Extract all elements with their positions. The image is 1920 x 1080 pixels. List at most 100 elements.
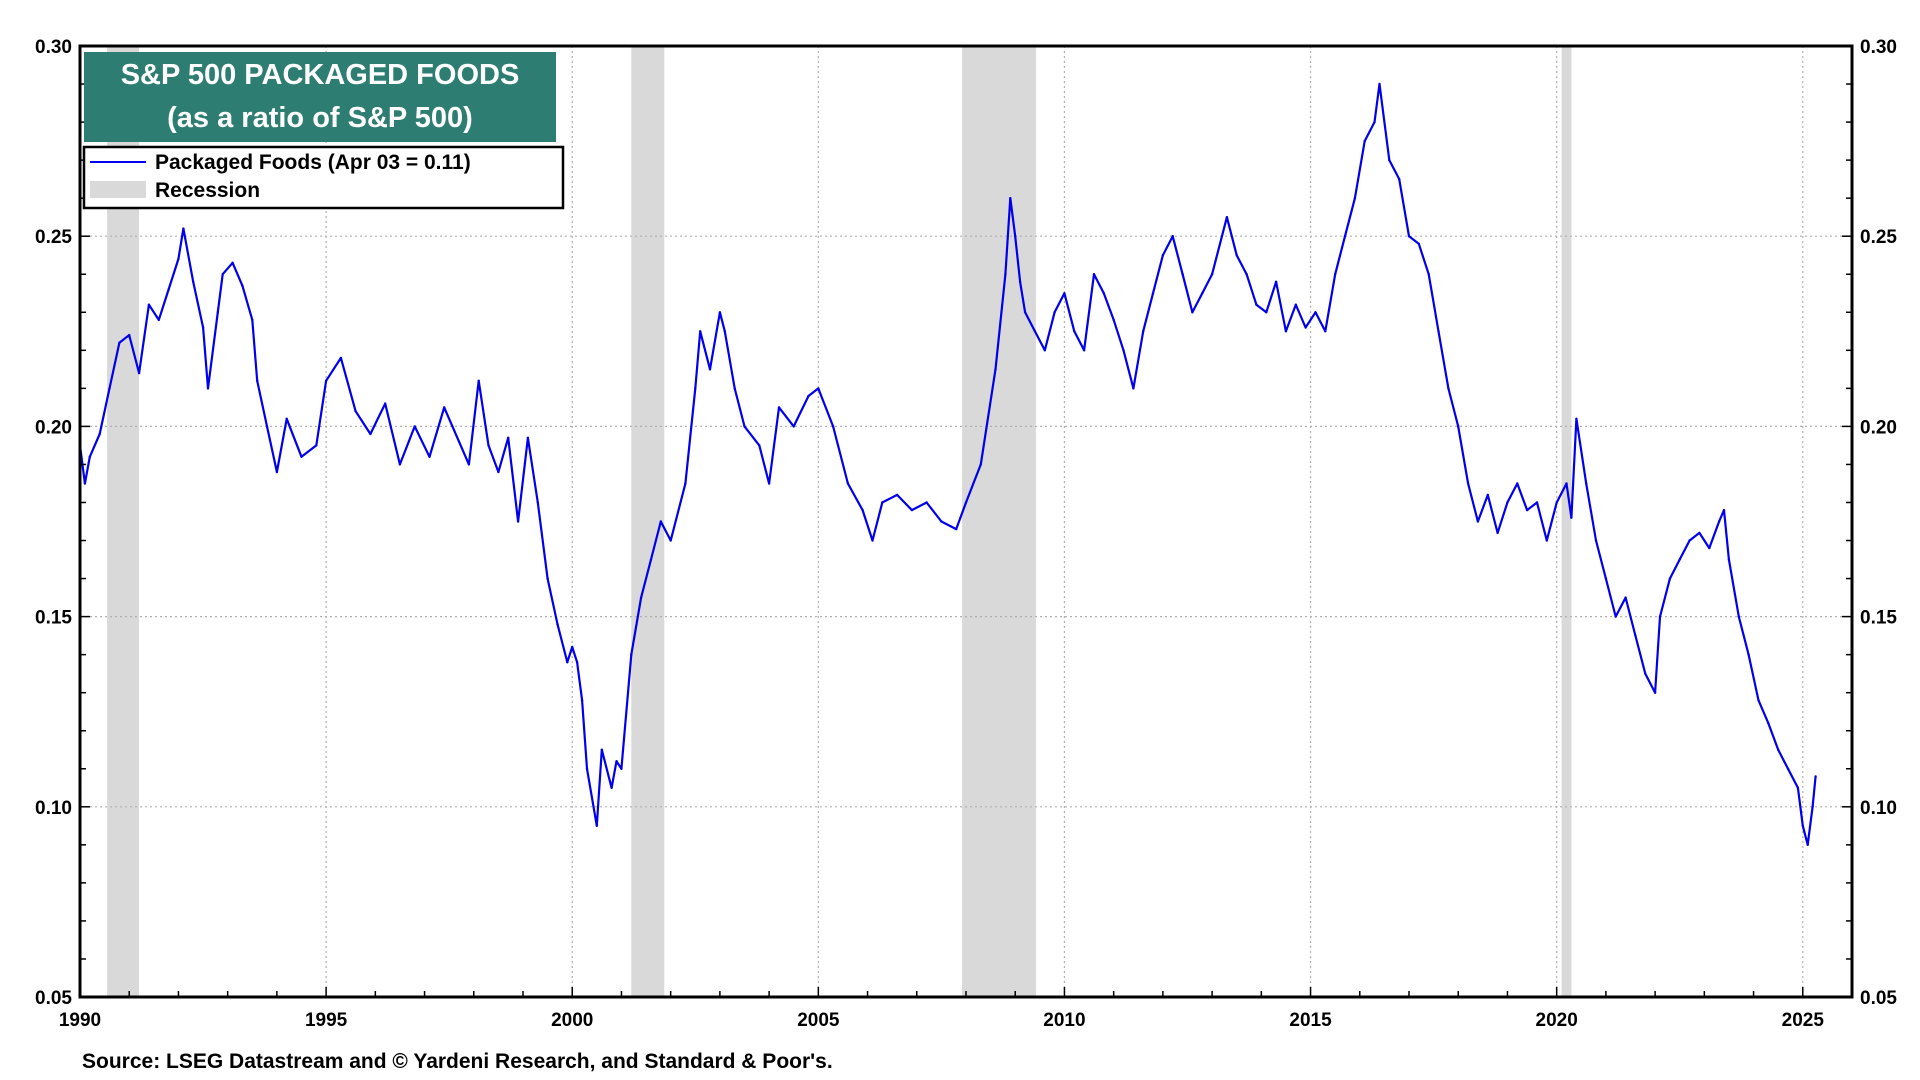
x-tick-label-5: 2015 — [1289, 1010, 1332, 1031]
chart-title: S&P 500 PACKAGED FOODS — [121, 59, 520, 91]
data-point — [1457, 425, 1460, 428]
data-point — [1722, 508, 1726, 512]
data-point — [1747, 653, 1750, 656]
data-point — [1161, 254, 1165, 257]
data-point — [1343, 235, 1347, 238]
data-point — [1009, 197, 1012, 200]
data-point — [98, 432, 101, 436]
data-point — [1171, 235, 1174, 238]
data-point — [1565, 482, 1568, 485]
data-point — [1814, 775, 1817, 778]
data-point — [659, 520, 662, 523]
data-point — [1525, 508, 1529, 512]
y-axis-right-labels: 0.05 0.10 0.15 0.20 0.25 0.30 — [1860, 37, 1897, 1009]
data-point — [1585, 482, 1588, 485]
data-point — [1284, 330, 1288, 333]
data-point — [1516, 482, 1519, 485]
y-tick-label-left-4: 0.25 — [35, 227, 72, 248]
data-point — [743, 425, 746, 428]
y-tick-label-right-4: 0.25 — [1860, 227, 1897, 248]
recession-band-3 — [1561, 46, 1572, 997]
data-point — [1668, 577, 1672, 580]
data-point — [315, 444, 318, 447]
data-point — [1698, 531, 1701, 535]
data-point — [118, 341, 121, 344]
data-point — [88, 455, 92, 458]
data-point — [1225, 216, 1229, 219]
x-tick-label-6: 2020 — [1536, 1010, 1578, 1031]
data-point — [1604, 577, 1608, 580]
data-point — [467, 463, 471, 466]
data-point — [1634, 634, 1637, 637]
data-point — [497, 470, 500, 474]
data-point — [1073, 330, 1076, 333]
data-point — [1624, 596, 1627, 599]
data-point — [477, 379, 480, 382]
data-point — [526, 436, 530, 439]
data-point — [575, 661, 579, 664]
data-point — [256, 379, 259, 382]
data-point — [487, 444, 490, 447]
data-point — [157, 318, 160, 322]
data-point — [1274, 280, 1278, 283]
y-tick-label-right-0: 0.05 — [1860, 988, 1897, 1009]
data-point — [566, 661, 569, 664]
ticks — [79, 45, 1853, 998]
y-tick-label-left-2: 0.15 — [35, 608, 72, 629]
data-point — [895, 493, 899, 497]
data-point — [910, 508, 914, 512]
data-point — [384, 402, 387, 405]
data-point — [1014, 235, 1017, 238]
data-point — [925, 501, 928, 504]
data-point — [1708, 546, 1711, 550]
data-point — [1398, 177, 1401, 181]
data-point — [1688, 539, 1691, 542]
gridlines — [80, 46, 1852, 997]
data-point — [1737, 615, 1741, 618]
data-point — [369, 432, 372, 436]
data-point — [1082, 349, 1086, 352]
y-tick-label-left-3: 0.20 — [35, 417, 72, 438]
data-point — [1811, 805, 1814, 808]
data-point — [718, 311, 722, 314]
data-point — [955, 527, 958, 531]
data-point — [571, 645, 574, 649]
legend: Packaged Foods (Apr 03 = 0.11) Recession — [82, 145, 565, 210]
data-point — [1678, 558, 1681, 561]
data-point — [1053, 311, 1056, 314]
data-point — [684, 482, 687, 485]
y-axis-left-labels: 0.05 0.10 0.15 0.20 0.25 0.30 — [35, 37, 72, 1009]
data-point — [457, 440, 461, 443]
data-point — [1353, 197, 1357, 200]
data-point — [861, 508, 864, 512]
data-point — [1757, 699, 1760, 702]
data-point — [1496, 531, 1499, 535]
data-point — [1043, 349, 1047, 352]
x-tick-label-2: 2000 — [551, 1010, 593, 1031]
data-point — [777, 406, 781, 409]
y-tick-label-right-5: 0.30 — [1860, 37, 1897, 58]
data-point — [964, 501, 968, 504]
data-point — [1191, 311, 1194, 314]
data-point — [1535, 501, 1539, 504]
data-point — [339, 356, 343, 360]
data-point — [1555, 501, 1558, 504]
data-point — [595, 824, 598, 827]
data-point — [1545, 539, 1549, 542]
x-tick-label-4: 2010 — [1043, 1010, 1085, 1031]
data-point — [1324, 330, 1327, 333]
legend-label-packaged-foods: Packaged Foods (Apr 03 = 0.11) — [155, 151, 471, 174]
x-tick-label-1: 1995 — [305, 1010, 348, 1031]
data-point — [1786, 767, 1790, 770]
data-point — [206, 387, 210, 390]
data-point — [1363, 139, 1366, 143]
legend-recession-swatch — [90, 181, 146, 198]
data-point — [1658, 615, 1662, 618]
data-point — [639, 596, 643, 599]
data-point — [1476, 520, 1480, 523]
data-point — [413, 425, 416, 428]
data-point — [1644, 672, 1647, 675]
data-point — [556, 623, 559, 626]
y-tick-label-right-2: 0.15 — [1860, 608, 1897, 629]
